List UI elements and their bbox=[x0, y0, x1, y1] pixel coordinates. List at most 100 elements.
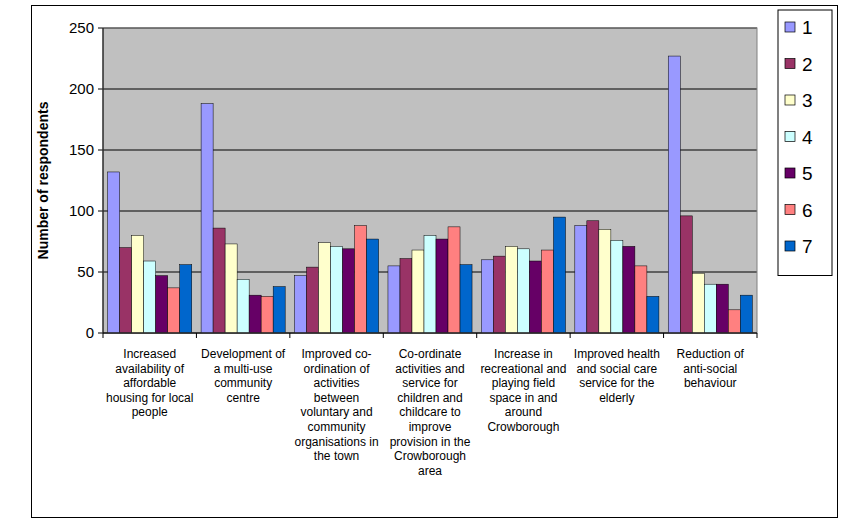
bar bbox=[716, 284, 728, 333]
bar bbox=[599, 229, 611, 333]
bar bbox=[575, 226, 587, 333]
bar bbox=[273, 287, 285, 333]
y-tick-label: 100 bbox=[69, 202, 94, 219]
bar bbox=[144, 261, 156, 333]
bar bbox=[307, 267, 319, 333]
y-tick bbox=[98, 28, 103, 29]
category-label: Co-ordinate activities and service for c… bbox=[385, 347, 474, 478]
bar bbox=[587, 221, 599, 333]
bar bbox=[505, 246, 517, 333]
bar bbox=[132, 235, 144, 333]
legend-swatch bbox=[785, 168, 795, 178]
bar bbox=[517, 249, 529, 333]
y-tick bbox=[98, 272, 103, 273]
legend-swatch bbox=[785, 132, 795, 142]
category-label: Increased availability of affordable hou… bbox=[105, 347, 194, 420]
y-tick bbox=[98, 333, 103, 334]
bar bbox=[343, 249, 355, 333]
bar bbox=[635, 266, 647, 333]
category-label: Development of a multi-use community cen… bbox=[198, 347, 287, 405]
x-tick bbox=[663, 333, 664, 338]
y-tick-label: 50 bbox=[77, 263, 94, 280]
bar bbox=[436, 239, 448, 333]
bars bbox=[108, 56, 753, 333]
category-label: Increase in recreational and playing fie… bbox=[479, 347, 568, 435]
y-tick-label: 250 bbox=[69, 19, 94, 36]
bar bbox=[108, 172, 120, 333]
bar bbox=[225, 244, 237, 333]
bar bbox=[319, 243, 331, 333]
x-tick bbox=[383, 333, 384, 338]
legend-label: 5 bbox=[802, 163, 813, 184]
x-tick bbox=[289, 333, 290, 338]
page: {"chart_data": {"type": "bar", "y_label"… bbox=[0, 0, 843, 530]
y-tick-label: 150 bbox=[69, 141, 94, 158]
bar bbox=[529, 261, 541, 333]
y-tick-label: 200 bbox=[69, 80, 94, 97]
bar bbox=[611, 240, 623, 333]
bar bbox=[388, 266, 400, 333]
bar bbox=[728, 310, 740, 333]
bar bbox=[331, 246, 343, 333]
plot-area bbox=[103, 28, 757, 333]
x-tick bbox=[103, 333, 104, 338]
bar bbox=[168, 288, 180, 333]
y-tick bbox=[98, 211, 103, 212]
legend-swatch bbox=[785, 241, 795, 251]
bar bbox=[704, 284, 716, 333]
legend-label: 6 bbox=[802, 200, 813, 221]
grid-line bbox=[103, 333, 757, 334]
legend-box bbox=[778, 10, 832, 276]
bar bbox=[493, 256, 505, 333]
x-tick bbox=[570, 333, 571, 338]
bar bbox=[680, 216, 692, 333]
bar bbox=[647, 296, 659, 333]
bar bbox=[213, 228, 225, 333]
bar bbox=[249, 295, 261, 333]
bar bbox=[261, 296, 273, 333]
chart-border bbox=[32, 6, 838, 518]
legend-swatch bbox=[785, 95, 795, 105]
bar bbox=[448, 227, 460, 333]
legend-swatch bbox=[785, 205, 795, 215]
legend-label: 7 bbox=[802, 236, 813, 257]
y-tick bbox=[98, 150, 103, 151]
bar bbox=[740, 295, 752, 333]
x-tick bbox=[476, 333, 477, 338]
bar bbox=[156, 276, 168, 333]
y-tick-label: 0 bbox=[86, 324, 94, 341]
bar bbox=[237, 279, 249, 333]
bar bbox=[668, 56, 680, 333]
legend-swatch bbox=[785, 59, 795, 69]
bar bbox=[367, 239, 379, 333]
category-label: Improved health and social care service … bbox=[572, 347, 661, 405]
plot-frame bbox=[103, 28, 757, 333]
x-tick bbox=[196, 333, 197, 338]
bar bbox=[623, 246, 635, 333]
bar bbox=[412, 250, 424, 333]
x-axis bbox=[103, 333, 757, 334]
bar bbox=[692, 273, 704, 333]
x-tick bbox=[757, 333, 758, 338]
bar bbox=[120, 248, 132, 333]
legend-label: 4 bbox=[802, 127, 813, 148]
category-label: Reduction of anti-social behaviour bbox=[666, 347, 755, 391]
bar bbox=[541, 250, 553, 333]
bar bbox=[295, 276, 307, 333]
bar bbox=[201, 104, 213, 333]
bar bbox=[424, 235, 436, 333]
bar bbox=[355, 226, 367, 333]
y-tick bbox=[98, 89, 103, 90]
bar bbox=[460, 265, 472, 333]
bar bbox=[400, 259, 412, 333]
bar bbox=[553, 217, 565, 333]
bar bbox=[180, 265, 192, 333]
legend-swatch bbox=[785, 22, 795, 32]
legend-label: 2 bbox=[802, 54, 813, 75]
legend-label: 1 bbox=[802, 17, 813, 38]
grid-line bbox=[103, 89, 757, 90]
y-axis-label: Number of respondents bbox=[35, 101, 51, 259]
y-axis bbox=[103, 28, 104, 333]
bar bbox=[481, 260, 493, 333]
legend-label: 3 bbox=[802, 90, 813, 111]
